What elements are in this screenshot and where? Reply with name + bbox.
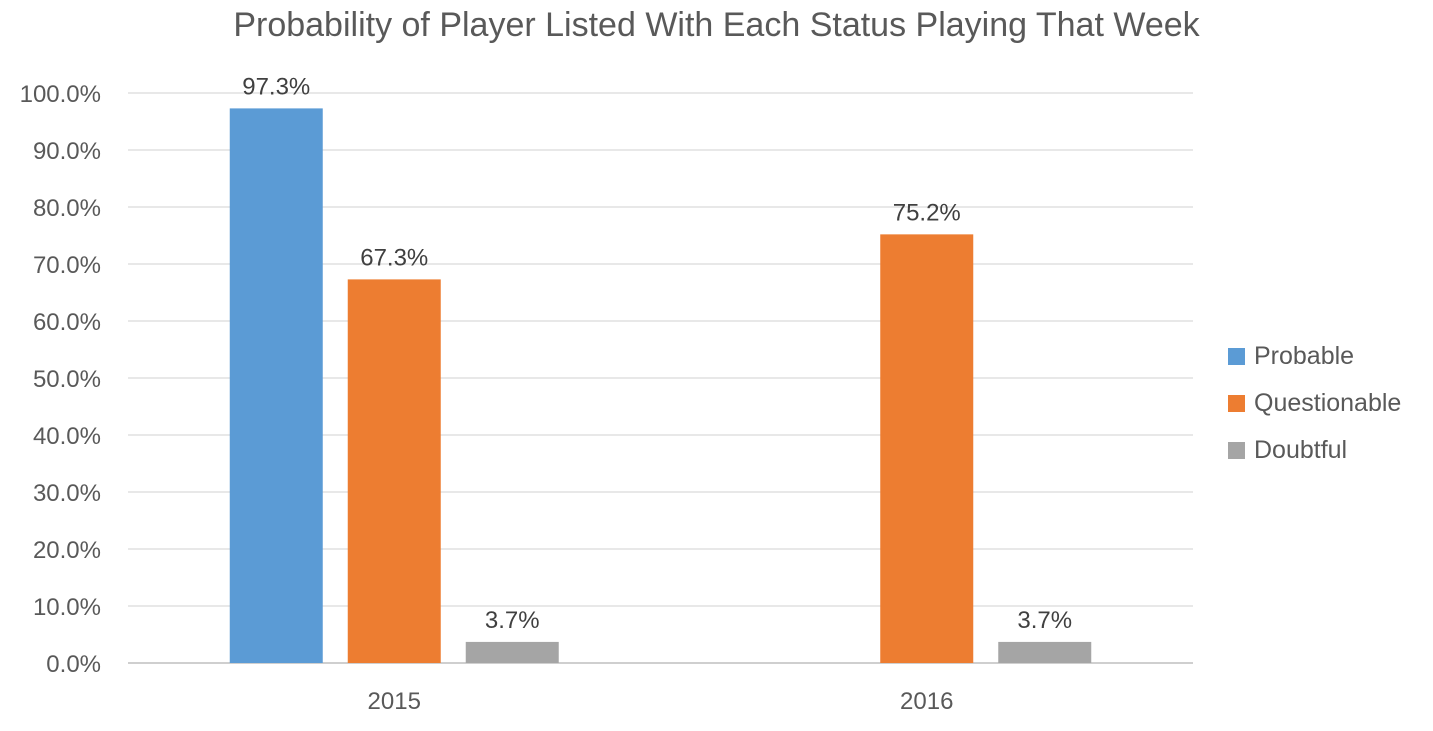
chart-title: Probability of Player Listed With Each S… bbox=[233, 6, 1200, 44]
y-tick-label: 40.0% bbox=[33, 423, 101, 450]
legend-label: Questionable bbox=[1254, 389, 1402, 417]
y-tick-label: 60.0% bbox=[33, 309, 101, 336]
bar-probable-2015 bbox=[229, 108, 323, 663]
y-tick-label: 0.0% bbox=[46, 651, 101, 678]
data-label: 75.2% bbox=[893, 199, 961, 226]
legend-swatch bbox=[1228, 395, 1245, 412]
bar-doubtful-2015 bbox=[465, 641, 559, 663]
legend-swatch bbox=[1228, 348, 1245, 365]
bar-doubtful-2016 bbox=[998, 641, 1092, 663]
legend-item: Questionable bbox=[1228, 380, 1401, 427]
data-label: 97.3% bbox=[242, 73, 310, 100]
legend-label: Doubtful bbox=[1254, 436, 1348, 464]
bar-questionable-2015 bbox=[347, 279, 441, 663]
x-tick-label: 2015 bbox=[368, 688, 421, 715]
legend-item: Doubtful bbox=[1228, 427, 1401, 474]
legend-swatch bbox=[1228, 442, 1245, 459]
chart-legend: Probable Questionable Doubtful bbox=[1228, 333, 1401, 474]
y-tick-label: 90.0% bbox=[33, 138, 101, 165]
legend-item: Probable bbox=[1228, 333, 1401, 380]
data-label: 3.7% bbox=[1017, 607, 1072, 634]
bar-questionable-2016 bbox=[880, 234, 974, 664]
y-tick-label: 50.0% bbox=[33, 366, 101, 393]
y-tick-label: 10.0% bbox=[33, 594, 101, 621]
x-tick-label: 2016 bbox=[900, 688, 953, 715]
y-tick-label: 80.0% bbox=[33, 195, 101, 222]
y-tick-label: 70.0% bbox=[33, 252, 101, 279]
y-tick-label: 30.0% bbox=[33, 480, 101, 507]
y-tick-label: 20.0% bbox=[33, 537, 101, 564]
y-tick-label: 100.0% bbox=[20, 81, 101, 108]
data-label: 67.3% bbox=[360, 244, 428, 271]
data-label: 3.7% bbox=[485, 607, 540, 634]
legend-label: Probable bbox=[1254, 342, 1355, 370]
